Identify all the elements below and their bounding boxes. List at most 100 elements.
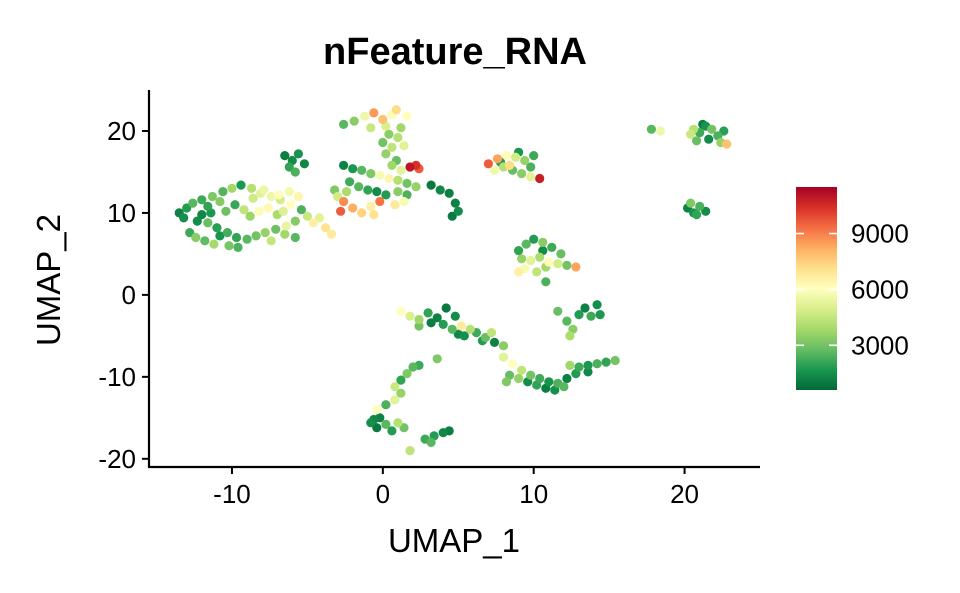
data-point bbox=[293, 191, 303, 202]
data-point bbox=[372, 187, 382, 197]
data-point bbox=[336, 206, 346, 216]
data-point bbox=[695, 201, 705, 211]
data-point bbox=[231, 232, 242, 243]
data-point bbox=[286, 200, 296, 210]
data-point bbox=[391, 105, 401, 115]
data-point bbox=[408, 362, 418, 372]
data-point bbox=[450, 198, 460, 208]
data-point bbox=[426, 180, 436, 190]
data-point bbox=[339, 196, 349, 207]
y-tick-label: 20 bbox=[107, 116, 136, 146]
data-point bbox=[290, 167, 300, 177]
data-point bbox=[369, 108, 379, 118]
data-point bbox=[378, 137, 388, 148]
data-point bbox=[182, 203, 192, 213]
data-point bbox=[215, 196, 225, 207]
data-point bbox=[360, 111, 370, 121]
data-point bbox=[583, 360, 593, 370]
data-point bbox=[251, 231, 261, 241]
data-point bbox=[345, 177, 355, 187]
data-point bbox=[192, 216, 202, 226]
x-tick-label: 0 bbox=[376, 479, 390, 509]
data-point bbox=[405, 162, 415, 172]
data-point bbox=[302, 211, 312, 221]
data-point bbox=[686, 198, 696, 208]
data-point bbox=[209, 239, 219, 249]
data-point bbox=[396, 375, 406, 385]
y-axis-ticks: -20 -10 0 10 20 bbox=[98, 116, 149, 474]
x-tick-label: -10 bbox=[213, 479, 251, 509]
data-point bbox=[535, 373, 545, 384]
data-point bbox=[387, 142, 397, 152]
data-point bbox=[266, 191, 276, 202]
data-point bbox=[280, 151, 290, 161]
data-point bbox=[384, 173, 394, 184]
data-point bbox=[459, 331, 469, 341]
data-point bbox=[610, 355, 620, 366]
data-point bbox=[390, 382, 400, 392]
x-axis-ticks: -10 0 10 20 bbox=[213, 467, 699, 509]
data-point bbox=[263, 203, 273, 213]
data-point bbox=[544, 377, 554, 387]
data-point bbox=[547, 242, 557, 252]
data-point bbox=[574, 362, 584, 372]
data-point bbox=[278, 206, 288, 216]
data-point bbox=[565, 331, 575, 341]
data-point bbox=[242, 234, 252, 244]
data-point bbox=[501, 377, 512, 387]
data-point bbox=[529, 234, 539, 244]
data-point bbox=[203, 201, 213, 211]
data-point bbox=[432, 313, 442, 323]
data-point bbox=[441, 303, 451, 313]
data-point bbox=[498, 341, 509, 351]
data-point bbox=[483, 159, 493, 169]
data-point bbox=[314, 213, 325, 223]
data-point bbox=[390, 395, 400, 405]
data-point bbox=[296, 205, 306, 215]
data-point bbox=[553, 306, 563, 316]
data-point bbox=[646, 124, 657, 134]
data-point bbox=[326, 229, 337, 239]
data-point bbox=[260, 228, 270, 238]
data-point bbox=[692, 210, 702, 220]
data-point bbox=[541, 277, 551, 287]
colorbar-tick-label: 3000 bbox=[851, 330, 909, 360]
data-point bbox=[526, 370, 536, 380]
data-point bbox=[200, 236, 210, 246]
data-point bbox=[393, 187, 403, 197]
data-point bbox=[188, 198, 198, 208]
data-point bbox=[486, 328, 497, 338]
data-point bbox=[521, 239, 531, 249]
data-point bbox=[254, 206, 264, 216]
data-point bbox=[290, 216, 300, 226]
data-point bbox=[271, 224, 281, 234]
data-point bbox=[399, 423, 409, 433]
data-point bbox=[384, 129, 394, 139]
data-point bbox=[239, 205, 249, 215]
data-point bbox=[692, 136, 702, 146]
data-point bbox=[722, 139, 732, 149]
colorbar-tick-label: 6000 bbox=[851, 274, 909, 304]
data-point bbox=[580, 303, 590, 313]
x-tick-label: 20 bbox=[670, 479, 699, 509]
data-point bbox=[284, 187, 294, 197]
data-point bbox=[505, 160, 515, 170]
data-point bbox=[203, 218, 213, 228]
data-point bbox=[414, 321, 424, 331]
y-tick-label: -20 bbox=[98, 444, 136, 474]
data-point bbox=[707, 124, 717, 134]
data-point bbox=[280, 229, 290, 239]
data-point bbox=[399, 141, 409, 151]
data-point bbox=[248, 193, 258, 203]
data-point bbox=[526, 255, 536, 266]
data-point bbox=[348, 203, 358, 213]
data-point bbox=[480, 332, 490, 343]
data-point bbox=[215, 231, 225, 241]
data-point bbox=[339, 119, 349, 129]
data-point bbox=[492, 154, 503, 164]
data-point bbox=[426, 437, 436, 447]
data-point bbox=[274, 190, 284, 200]
data-point bbox=[517, 254, 527, 264]
data-point bbox=[447, 211, 457, 221]
